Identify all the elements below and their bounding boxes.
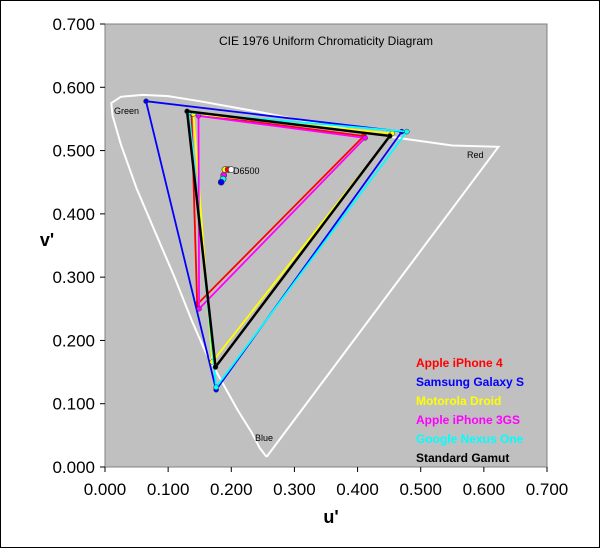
- gamut-triangle: [144, 100, 404, 392]
- legend-entry: Motorola Droid: [416, 394, 501, 408]
- primary-point: [387, 133, 393, 139]
- red-region-label: Red: [467, 150, 484, 160]
- y-tick-label: 0.200: [52, 331, 95, 350]
- primary-point: [212, 364, 219, 370]
- x-tick-label: 0.400: [336, 480, 379, 499]
- y-tick-label: 0.600: [52, 78, 95, 97]
- gamut-triangle: [185, 109, 393, 371]
- gamut-triangle: [190, 112, 366, 307]
- x-tick-label: 0.000: [84, 480, 127, 499]
- chart-title: CIE 1976 Uniform Chromaticity Diagram: [219, 34, 433, 48]
- primary-point: [362, 135, 368, 141]
- white-points: [217, 166, 235, 186]
- x-tick-label: 0.100: [147, 480, 190, 499]
- y-tick-label: 0.700: [52, 15, 95, 34]
- white-point-marker: [217, 178, 225, 186]
- x-tick-label: 0.600: [463, 480, 506, 499]
- primary-point: [196, 306, 202, 312]
- legend-entry: Standard Gamut: [416, 451, 509, 465]
- green-region-label: Green: [114, 106, 139, 116]
- x-axis-ticks: 0.000 0.100 0.200 0.300 0.400 0.500 0.600 0.700: [84, 467, 569, 499]
- primary-point: [143, 98, 149, 104]
- legend-entry: Apple iPhone 3GS: [416, 413, 520, 427]
- d6500-label: D6500: [233, 166, 260, 176]
- x-axis-label: u': [323, 507, 338, 527]
- x-tick-label: 0.700: [526, 480, 569, 499]
- y-axis-label: v': [40, 230, 54, 250]
- x-tick-label: 0.200: [210, 480, 253, 499]
- x-tick-label: 0.500: [399, 480, 442, 499]
- legend: Apple iPhone 4 Samsung Galaxy S Motorola D…: [416, 356, 524, 465]
- primary-point: [213, 384, 219, 391]
- legend-entry: Google Nexus One: [416, 432, 524, 446]
- y-axis-ticks: 0.000 0.100 0.200 0.300 0.400 0.500 0.600 0.700: [52, 15, 105, 477]
- blue-region-label: Blue: [255, 433, 273, 443]
- y-tick-label: 0.000: [52, 458, 95, 477]
- y-tick-label: 0.500: [52, 142, 95, 161]
- legend-entry: Apple iPhone 4: [416, 356, 503, 370]
- x-tick-label: 0.300: [273, 480, 316, 499]
- y-tick-label: 0.100: [52, 395, 95, 414]
- primary-point: [184, 108, 190, 115]
- gamut-series: [143, 98, 410, 393]
- y-tick-label: 0.300: [52, 268, 95, 287]
- legend-entry: Samsung Galaxy S: [416, 375, 524, 389]
- white-point-marker: [227, 166, 235, 173]
- primary-point: [404, 128, 410, 135]
- y-tick-label: 0.400: [52, 205, 95, 224]
